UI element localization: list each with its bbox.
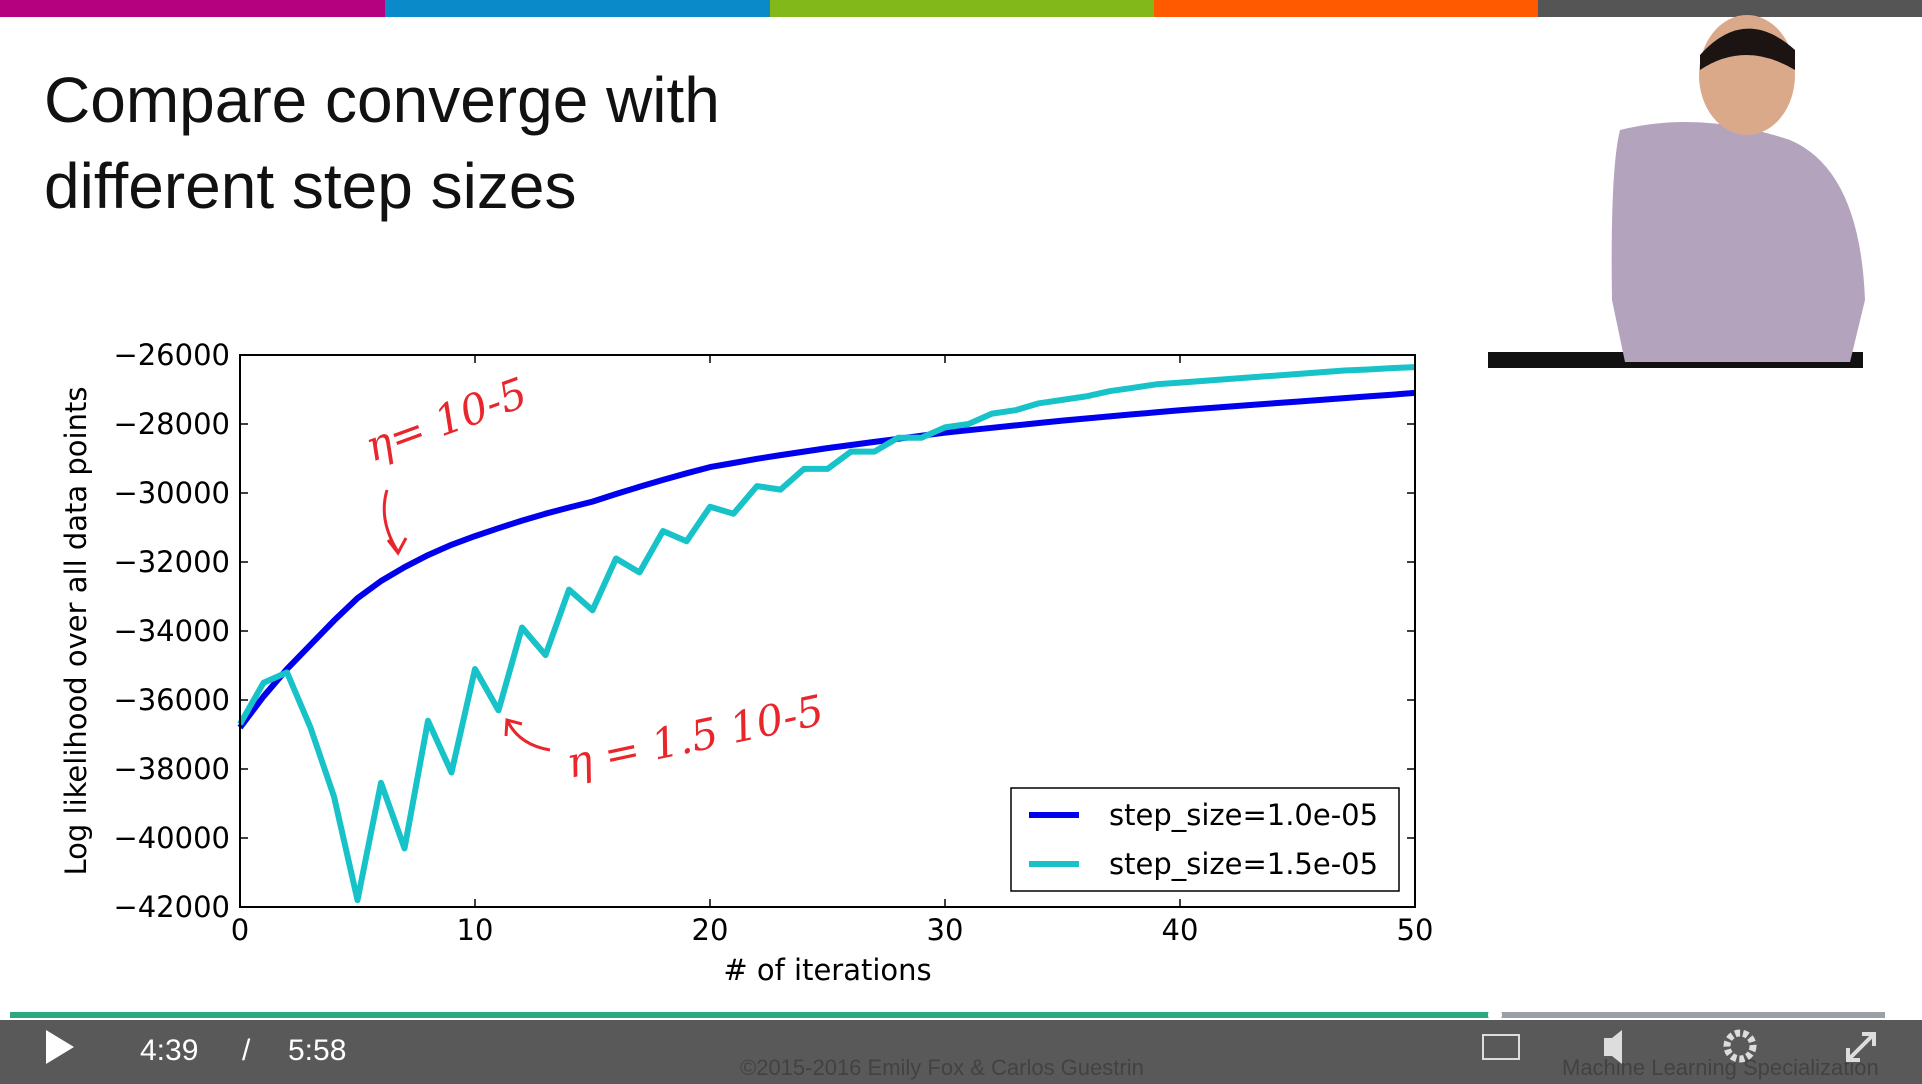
volume-button[interactable]: [1604, 1030, 1622, 1064]
plot-frame: [239, 354, 1416, 908]
play-button[interactable]: [46, 1030, 74, 1064]
y-tick-label: −42000: [113, 890, 230, 924]
top-color-bar: [0, 0, 1922, 17]
current-time: 4:39: [140, 1034, 198, 1067]
y-tick-label: −30000: [113, 476, 230, 510]
y-tick-label: −38000: [113, 752, 230, 786]
fullscreen-button[interactable]: [1846, 1032, 1876, 1062]
slide-title: different step sizes: [44, 150, 576, 222]
plot: −42000 −40000 −38000 −36000 −34000 −32000 −300…: [59, 338, 1433, 987]
x-tick-label: 30: [927, 913, 964, 947]
line-series: [237, 364, 1416, 904]
y-tick-label: −26000: [113, 338, 230, 372]
y-tick-label: −32000: [113, 545, 230, 579]
time-separator: /: [242, 1034, 251, 1067]
x-tick-label: 20: [692, 913, 729, 947]
player-controls: 4:39 / 5:58: [0, 1008, 1922, 1084]
annotation: η = 1.5 10-5: [562, 685, 828, 787]
settings-button[interactable]: [1723, 1029, 1757, 1063]
captions-button[interactable]: [1482, 1034, 1520, 1060]
annotation: η= 10-5: [359, 368, 534, 472]
x-axis-label: # of iterations: [723, 953, 931, 987]
annotation-arrows: [382, 489, 551, 752]
slide-title: Compare converge with: [44, 64, 720, 136]
x-tick-label: 50: [1397, 913, 1434, 947]
x-tick-label: 40: [1162, 913, 1199, 947]
y-tick-label: −34000: [113, 614, 230, 648]
progress-handle[interactable]: [1488, 1008, 1502, 1022]
legend-label: step_size=1.5e-05: [1109, 847, 1378, 881]
line-series: [237, 389, 1416, 730]
legend-box: [1010, 787, 1400, 892]
x-tick-label: 10: [457, 913, 494, 947]
y-tick-label: −36000: [113, 683, 230, 717]
y-axis-label: Log likelihood over all data points: [59, 387, 93, 876]
duration: 5:58: [288, 1034, 346, 1067]
x-tick-label: 0: [231, 913, 249, 947]
y-tick-label: −28000: [113, 407, 230, 441]
legend-label: step_size=1.0e-05: [1109, 798, 1378, 832]
presenter-video: [1488, 15, 1865, 368]
progress-played: [10, 1012, 1495, 1018]
y-tick-label: −40000: [113, 821, 230, 855]
